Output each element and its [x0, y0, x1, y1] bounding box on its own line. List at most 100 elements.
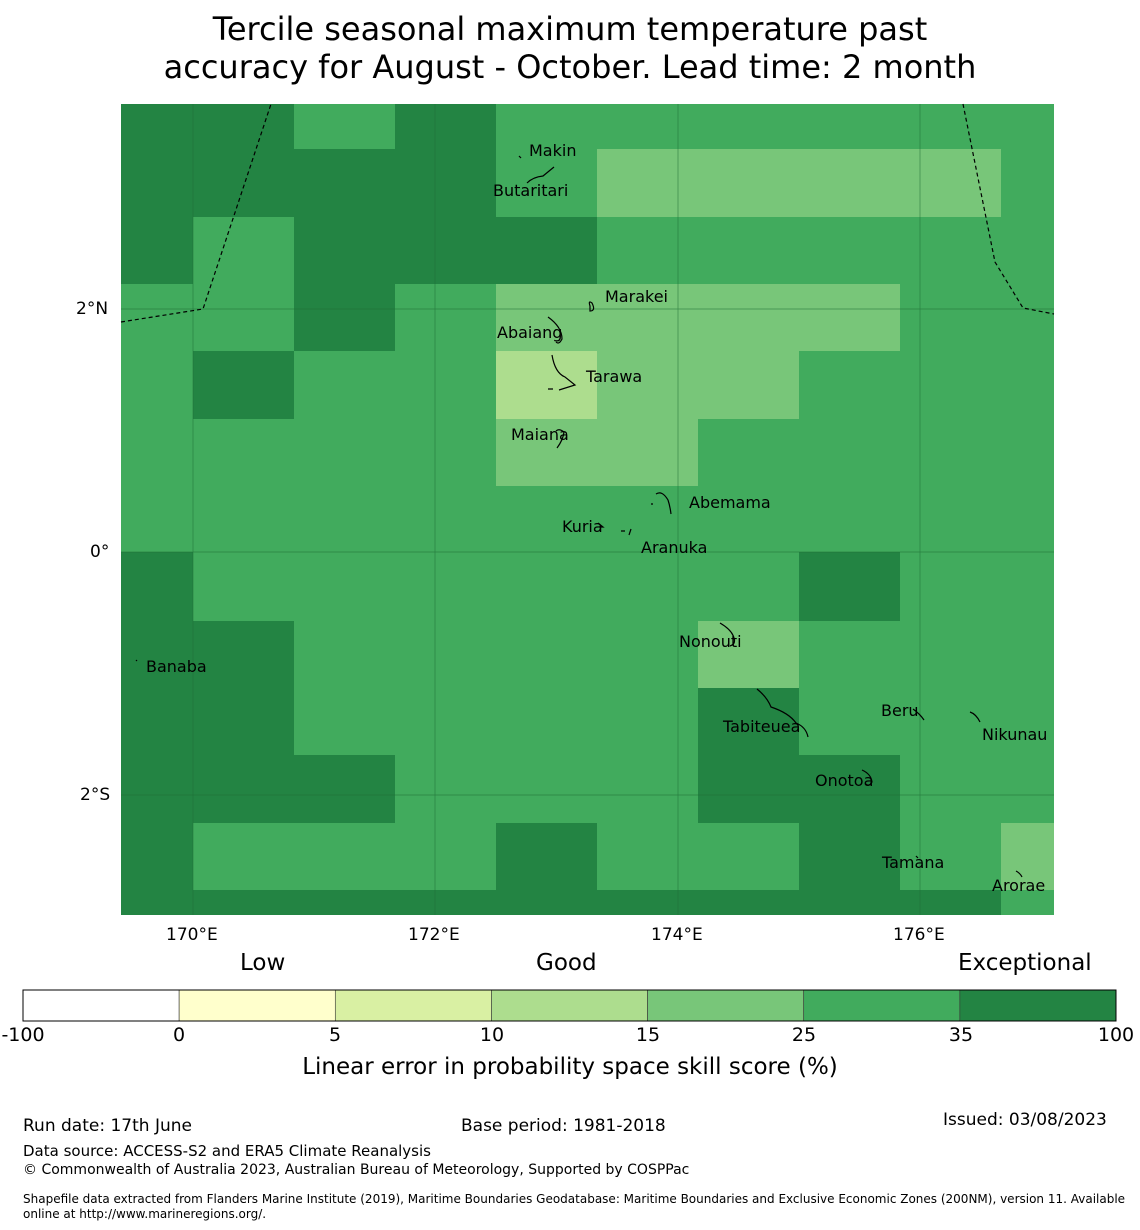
run-date: Run date: 17th June: [23, 1116, 192, 1136]
island-tarawa: [548, 354, 577, 391]
grid-cell: [294, 351, 395, 419]
chart-title: Tercile seasonal maximum temperature pas…: [0, 10, 1140, 86]
grid-cell: [698, 284, 799, 351]
grid-cell: [193, 688, 294, 755]
grid-cell: [597, 419, 698, 486]
place-label-onotoa: Onotoa: [815, 771, 874, 790]
grid-cell: [496, 284, 597, 351]
grid-cell: [698, 104, 799, 149]
grid-cell: [799, 419, 900, 486]
grid-cell: [193, 552, 294, 621]
place-label-abemama: Abemama: [689, 493, 771, 512]
grid-cell: [193, 351, 294, 419]
colorbar-swatch: [334, 989, 492, 1022]
place-label-aranuka: Aranuka: [641, 538, 708, 557]
colorbar-tick-0: 0: [172, 1024, 186, 1046]
colorbar-tick-100: 100: [1097, 1024, 1135, 1046]
grid-cell: [597, 823, 698, 890]
island-makin: [518, 155, 522, 159]
grid-cell: [799, 217, 900, 284]
grid-cell: [121, 104, 193, 149]
grid-cell: [193, 104, 294, 149]
grid-cell: [121, 621, 193, 688]
grid-cell: [597, 149, 698, 217]
eez-boundaries: [120, 103, 1055, 323]
grid-cell: [496, 823, 597, 890]
legend-label-low: Low: [240, 950, 286, 976]
grid-cell: [799, 621, 900, 688]
grid-cell: [799, 755, 900, 823]
colorbar-tick-5: 5: [328, 1024, 342, 1046]
grid-cell: [496, 351, 597, 419]
grid-cell: [395, 688, 496, 755]
grid-cell: [294, 552, 395, 621]
grid-cell: [294, 755, 395, 823]
data-source: Data source: ACCESS-S2 and ERA5 Climate …: [23, 1142, 431, 1160]
grid-cell: [294, 823, 395, 890]
grid-cell: [193, 419, 294, 486]
grid-cell: [900, 104, 1001, 149]
grid-cell: [799, 688, 900, 755]
grid-cell: [496, 621, 597, 688]
grid-cell: [121, 149, 193, 217]
grid-cell: [698, 621, 799, 688]
colorbar-tick-10: 10: [479, 1024, 505, 1046]
grid-cell: [597, 217, 698, 284]
grid-cell: [597, 284, 698, 351]
eez-boundary-east: [962, 103, 1055, 315]
grid-cell: [1001, 351, 1054, 419]
island-outlines: [135, 155, 1023, 878]
grid-cell: [900, 552, 1001, 621]
grid-cell: [698, 823, 799, 890]
lon-label-176e: 176°E: [893, 925, 945, 945]
colorbar-swatch: [491, 989, 648, 1022]
lon-label-172e: 172°E: [408, 925, 460, 945]
grid-cell: [1001, 284, 1054, 351]
lat-label-2s: 2°S: [80, 785, 111, 805]
grid-cell: [496, 688, 597, 755]
lon-label-170e: 170°E: [166, 925, 218, 945]
grid-cell: [193, 890, 294, 915]
grid-cell: [900, 351, 1001, 419]
grid-cell: [1001, 688, 1054, 755]
place-label-marakei: Marakei: [605, 287, 668, 306]
grid-cell: [496, 755, 597, 823]
grid-cell: [294, 688, 395, 755]
place-label-tarawa: Tarawa: [586, 367, 643, 386]
grid-cell: [395, 351, 496, 419]
grid-cell: [1001, 823, 1054, 890]
place-label-tabiteuea: Tabiteuea: [723, 717, 801, 736]
shapefile-note: Shapefile data extracted from Flanders M…: [23, 1192, 1126, 1221]
place-label-butaritari: Butaritari: [493, 181, 569, 200]
colorbar-swatch: [178, 989, 336, 1022]
grid-cell: [395, 823, 496, 890]
island-aranuka: [621, 528, 632, 536]
colorbar-tick-35: 35: [948, 1024, 974, 1046]
grid-cell: [698, 688, 799, 755]
grid-cell: [597, 755, 698, 823]
grid-cell: [597, 351, 698, 419]
grid-cell: [698, 149, 799, 217]
grid-cell: [698, 419, 799, 486]
colorbar-border: [22, 989, 1117, 1022]
grid-cell: [799, 149, 900, 217]
grid-cell: [294, 217, 395, 284]
skill-grid: [121, 104, 1054, 915]
island-beru: [912, 708, 925, 721]
grid-cell: [294, 104, 395, 149]
island-abaiang: [547, 316, 563, 344]
legend-label-exceptional: Exceptional: [958, 950, 1092, 976]
colorbar-tick-25: 25: [791, 1024, 817, 1046]
grid-cell: [193, 621, 294, 688]
colorbar-swatch: [22, 989, 180, 1022]
grid-cell: [294, 149, 395, 217]
grid-cell: [900, 486, 1001, 552]
grid-cell: [496, 552, 597, 621]
grid-cell: [395, 419, 496, 486]
grid-cell: [1001, 890, 1054, 915]
grid-cell: [799, 823, 900, 890]
grid-cell: [799, 351, 900, 419]
place-label-kuria: Kuria: [562, 517, 603, 536]
island-banaba: [135, 659, 138, 662]
grid-cell: [799, 890, 900, 915]
